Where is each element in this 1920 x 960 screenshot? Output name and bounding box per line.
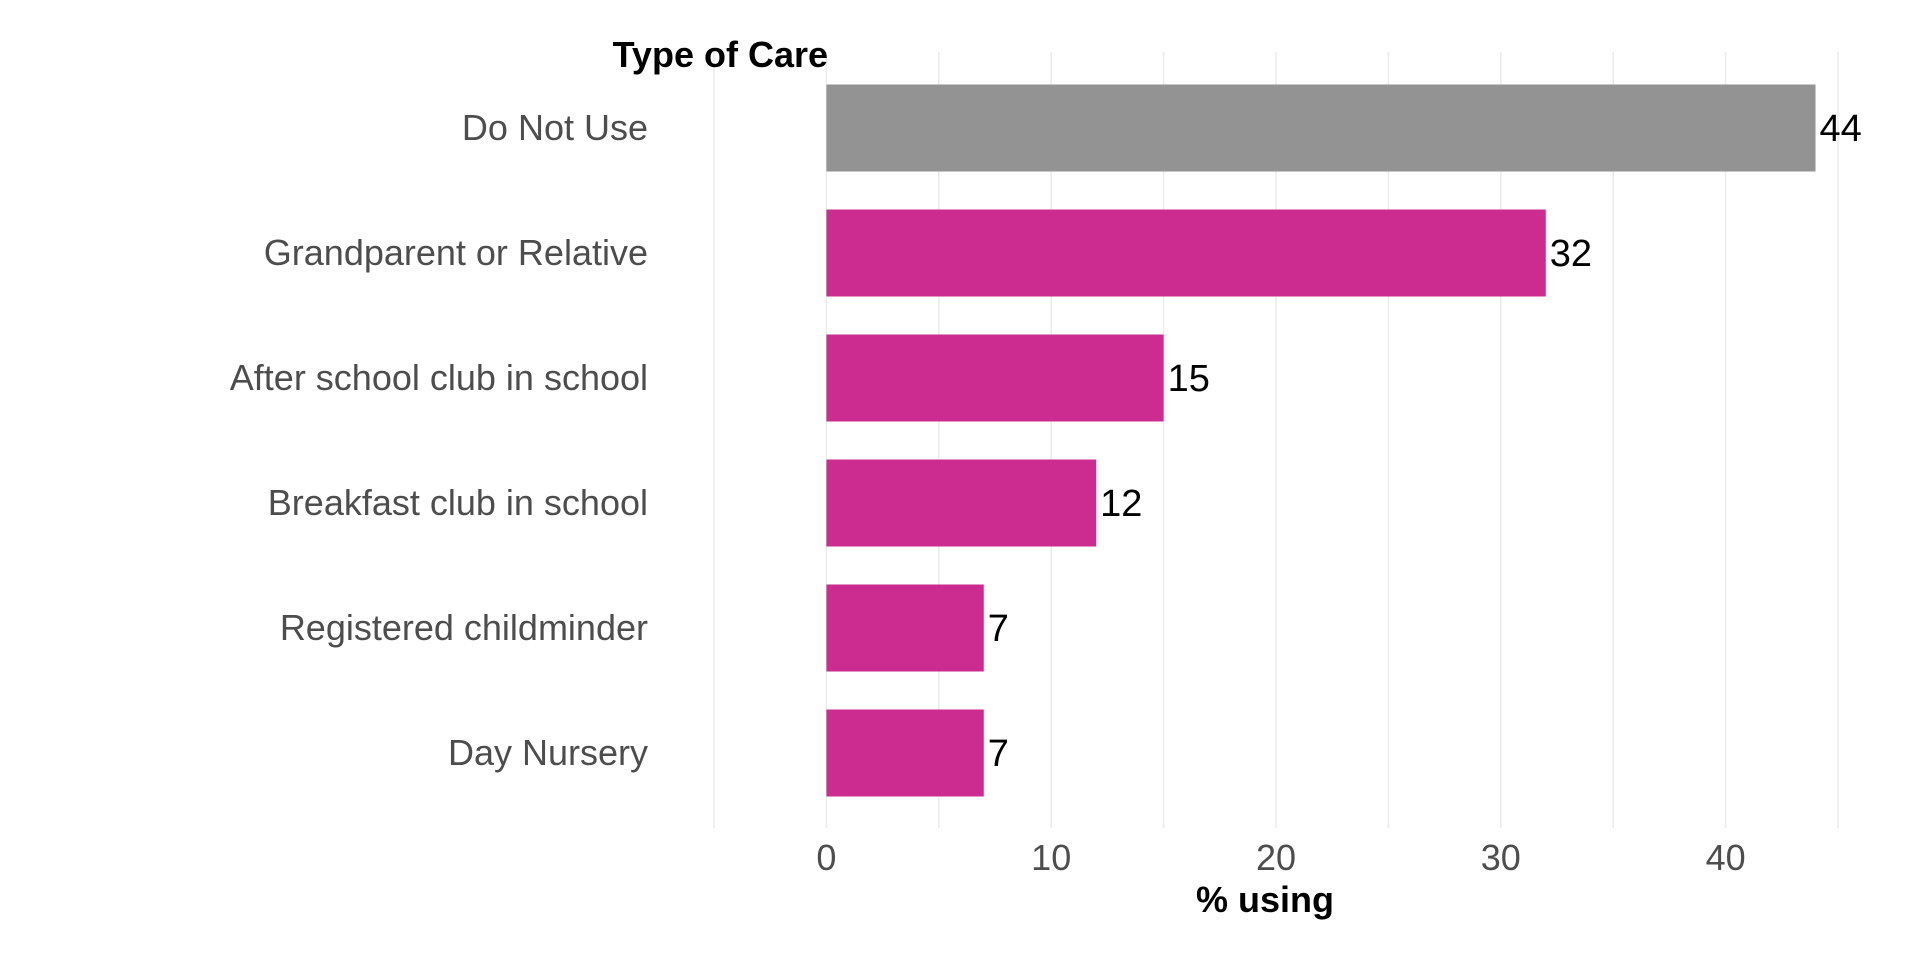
- category-labels: Do Not Use Grandparent or Relative After s…: [230, 107, 648, 773]
- bar: [826, 84, 1816, 172]
- x-tick-label: 0: [816, 837, 836, 878]
- x-tick-label: 40: [1706, 837, 1746, 878]
- category-label: Do Not Use: [462, 107, 648, 148]
- bar: [826, 209, 1546, 297]
- value-label: 7: [988, 608, 1009, 650]
- bar: [826, 709, 984, 797]
- category-label: Registered childminder: [280, 607, 648, 648]
- bar: [826, 334, 1164, 422]
- bar: [826, 459, 1097, 547]
- value-label: 32: [1550, 233, 1592, 275]
- value-label: 15: [1168, 358, 1210, 400]
- value-label: 7: [988, 733, 1009, 775]
- x-tick-label: 20: [1256, 837, 1296, 878]
- value-label: 44: [1820, 108, 1862, 150]
- bars: [826, 84, 1816, 797]
- category-label: Day Nursery: [448, 732, 648, 773]
- x-tick-label: 10: [1031, 837, 1071, 878]
- y-axis-title: Type of Care: [613, 34, 828, 75]
- category-label: Grandparent or Relative: [264, 232, 648, 273]
- gridlines: [713, 52, 1839, 828]
- x-tick-label: 30: [1481, 837, 1521, 878]
- category-label: After school club in school: [230, 357, 648, 398]
- category-label: Breakfast club in school: [268, 482, 648, 523]
- x-axis-title: % using: [1196, 879, 1334, 920]
- bar: [826, 584, 984, 672]
- value-labels: 44 32 15 12 7 7: [988, 108, 1862, 775]
- value-label: 12: [1100, 483, 1142, 525]
- x-tick-labels: 0 10 20 30 40: [816, 837, 1745, 878]
